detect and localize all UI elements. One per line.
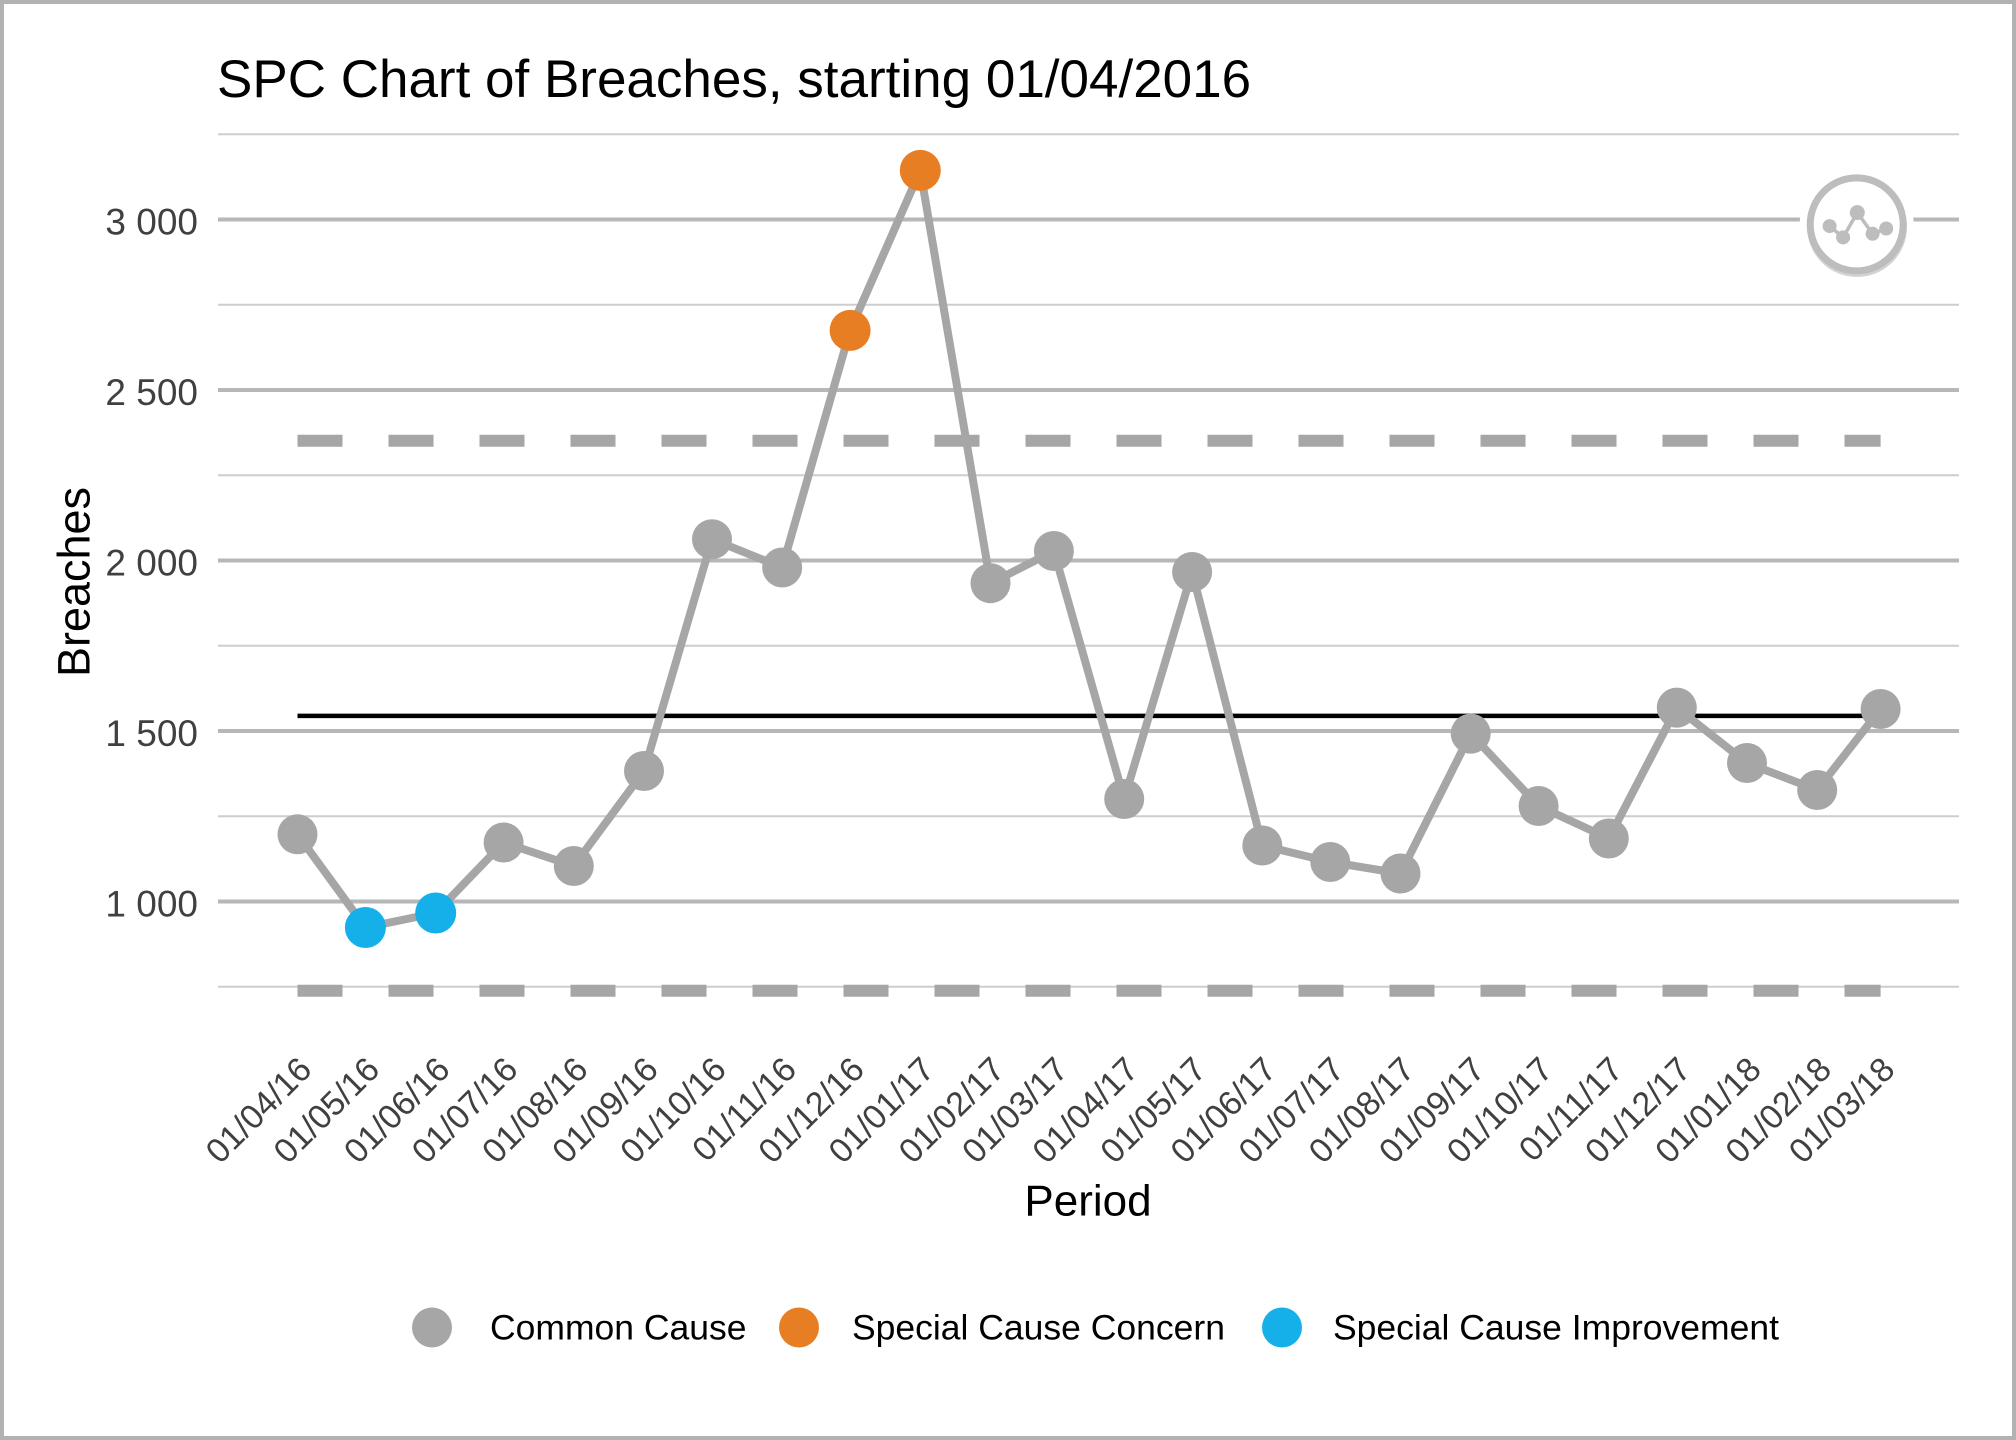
svg-text:Special Cause Concern: Special Cause Concern xyxy=(852,1308,1225,1348)
svg-text:1 000: 1 000 xyxy=(105,884,198,925)
svg-text:2 000: 2 000 xyxy=(105,543,198,584)
svg-text:Common Cause: Common Cause xyxy=(490,1308,747,1348)
svg-text:1 500: 1 500 xyxy=(105,713,198,754)
svg-text:Special Cause Improvement: Special Cause Improvement xyxy=(1333,1308,1779,1348)
svg-text:3 000: 3 000 xyxy=(105,202,198,243)
svg-text:Period: Period xyxy=(1024,1177,1151,1226)
svg-text:SPC Chart of Breaches, startin: SPC Chart of Breaches, starting 01/04/20… xyxy=(217,50,1251,109)
svg-text:Breaches: Breaches xyxy=(49,487,100,677)
svg-text:2 500: 2 500 xyxy=(105,372,198,413)
